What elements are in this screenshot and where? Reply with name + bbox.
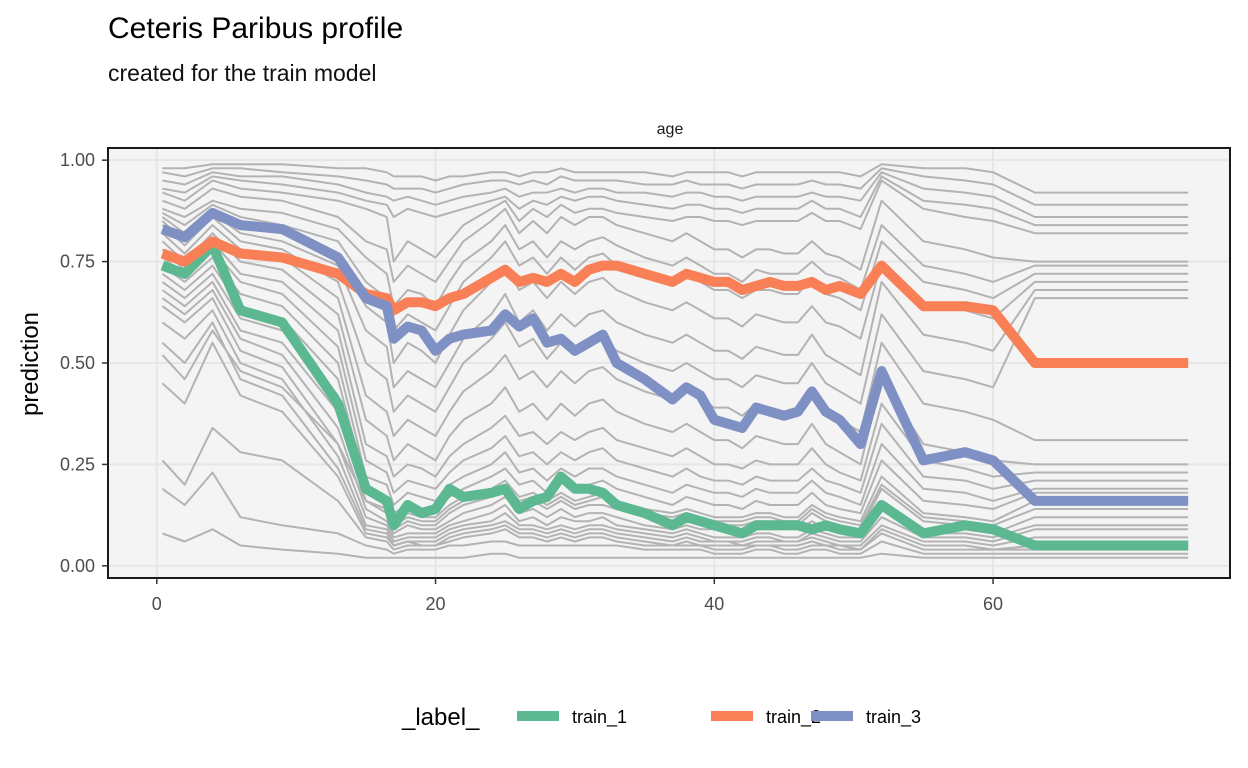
x-tick-label: 60 [983,594,1003,614]
background-profile-line [161,211,1189,389]
axes: 0.00 0.25 0.50 0.75 1.00 0 20 40 60 [60,147,1231,614]
x-tick-label: 40 [704,594,724,614]
highlighted-series [160,207,1189,551]
background-profile-line [162,167,1189,206]
series-line-train-3 [160,207,1189,506]
y-tick-label: 0.75 [60,252,95,272]
background-profile-line [161,321,1189,547]
x-tick-label: 0 [152,594,162,614]
background-profile-line [161,232,1189,466]
y-tick-label: 1.00 [60,150,95,170]
y-axis-label: prediction [17,312,44,416]
y-tick-label: 0.25 [60,454,95,474]
background-profile-line [162,171,1189,218]
background-profile-line [161,341,1189,551]
chart-title: Ceteris Paribus profile [108,12,404,45]
background-profile-line [161,248,1189,494]
series-line-train-1 [160,240,1189,551]
facet-strip-label: age [657,121,684,138]
chart-subtitle: created for the train model [108,60,377,86]
legend-label-train-2: train_2 [766,707,821,728]
background-profile-line [162,179,1189,263]
background-profile-line [161,240,1189,482]
background-profile-line [162,163,1189,194]
background-profile-line [161,471,1189,555]
background-profile-line [162,187,1189,283]
background-profile-line [162,528,1189,559]
background-profile-line [162,199,1189,308]
legend: _label_ train_1 train_2 train_3 [401,704,921,731]
background-profile-line [161,426,1189,551]
background-profile-line [161,297,1189,539]
legend-label-train-1: train_1 [572,707,627,728]
legend-title: _label_ [401,704,480,731]
y-tick-label: 0.00 [60,556,95,576]
x-tick-label: 20 [426,594,446,614]
background-profile-line [161,256,1189,506]
y-tick-label: 0.50 [60,353,95,373]
background-profile-line [161,309,1189,543]
background-profile-line [162,175,1189,227]
legend-label-train-3: train_3 [866,707,921,728]
